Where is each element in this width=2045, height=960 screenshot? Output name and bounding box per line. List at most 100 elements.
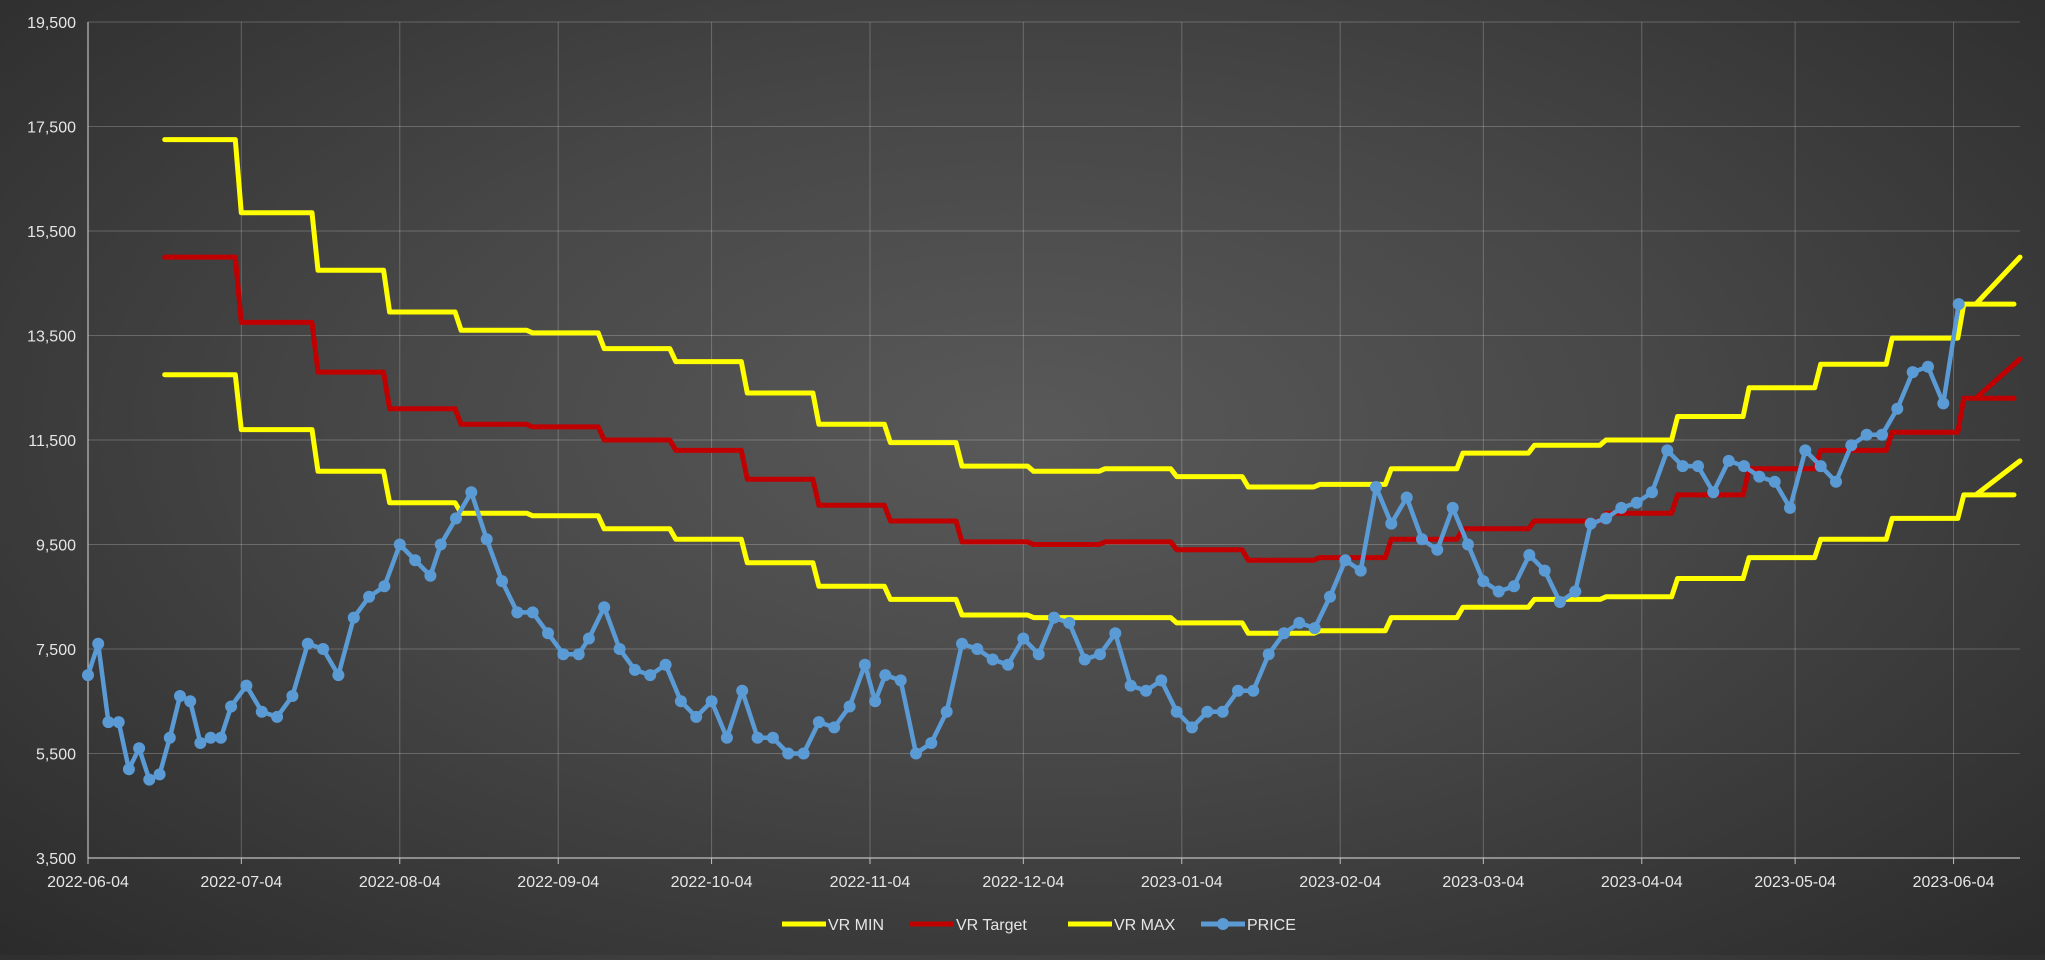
price-point (347, 611, 360, 624)
price-point (1554, 596, 1566, 608)
price-point (214, 731, 227, 744)
price-point (1354, 564, 1367, 577)
price-point (910, 747, 922, 760)
y-tick-label: 13,500 (27, 329, 76, 346)
price-point (782, 747, 795, 760)
price-point (613, 643, 626, 655)
price-point (1845, 439, 1858, 452)
price-point (956, 637, 968, 650)
legend-item: VR MIN (782, 917, 884, 934)
axes: 3,500 5,500 7,500 9,500 11,500 13,500 15,500 17… (27, 15, 2020, 891)
price-point (812, 716, 825, 729)
price-point (1891, 402, 1904, 415)
price-point (393, 538, 406, 551)
price-point (1630, 496, 1643, 509)
price-point (122, 763, 135, 776)
price-point (1416, 533, 1428, 546)
price-point (1385, 517, 1398, 530)
price-point (1109, 627, 1122, 640)
price-point (1661, 444, 1674, 457)
price-point (1431, 543, 1444, 556)
price-point (496, 575, 508, 588)
legend: VR MIN VR Target VR MAX PRICE (782, 917, 1296, 934)
x-tick-label: 2023-01-04 (1141, 874, 1223, 891)
x-tick-label: 2022-11-04 (830, 874, 911, 891)
price-point (1952, 298, 1965, 311)
x-tick-label: 2023-03-04 (1442, 874, 1524, 891)
price-point (1477, 575, 1490, 588)
price-point (598, 601, 611, 614)
price-point (82, 669, 94, 682)
price-point (674, 695, 687, 708)
price-point (1078, 653, 1091, 666)
price-point (174, 690, 186, 702)
price-point (1707, 486, 1720, 499)
price-point (1186, 721, 1198, 734)
x-tick-label: 2023-06-04 (1913, 874, 1995, 891)
price-point (184, 695, 197, 708)
y-tick-label: 15,500 (27, 224, 76, 241)
price-point (1646, 486, 1658, 499)
price-point (194, 737, 207, 749)
price-point (1124, 679, 1137, 692)
x-tick-label: 2023-05-04 (1754, 874, 1836, 891)
price-point (1400, 491, 1413, 504)
price-point (797, 747, 810, 760)
price-point (1446, 501, 1459, 514)
price-point (1922, 360, 1934, 373)
y-tick-label: 9,500 (36, 538, 76, 555)
price-point (1017, 632, 1030, 645)
price-point (869, 695, 882, 708)
price-point (986, 653, 999, 666)
price-point (465, 486, 478, 499)
x-tick-label: 2022-06-04 (47, 874, 129, 891)
price-point (1048, 611, 1060, 624)
price-point (582, 632, 595, 645)
price-point (720, 731, 733, 744)
y-tick-label: 5,500 (36, 747, 76, 764)
price-point (526, 606, 539, 619)
price-point (1508, 580, 1520, 593)
price-point (153, 768, 166, 781)
legend-label: PRICE (1247, 917, 1296, 934)
price-point (843, 700, 856, 713)
price-point (1768, 475, 1781, 488)
x-tick-label: 2023-02-04 (1299, 874, 1381, 891)
series-price (82, 298, 1965, 786)
price-point (1492, 585, 1505, 598)
price-point (1906, 366, 1919, 379)
price-point (1002, 658, 1014, 671)
price-point (572, 648, 585, 661)
price-point (828, 721, 841, 734)
price-point (1170, 705, 1183, 718)
price-point (378, 580, 391, 593)
legend-label: VR MAX (1114, 917, 1176, 934)
price-point (736, 684, 749, 697)
price-point (434, 538, 447, 551)
price-point (332, 669, 345, 682)
gridlines (87, 21, 2020, 859)
price-point (1784, 501, 1796, 514)
price-point (1278, 627, 1290, 640)
price-point (1569, 585, 1582, 598)
price-point (971, 643, 984, 655)
series-vr-max (162, 137, 2023, 490)
price-point (557, 648, 570, 661)
series-line (162, 254, 2023, 563)
price-point (1600, 512, 1612, 525)
x-tick-label: 2022-08-04 (359, 874, 441, 891)
price-point (511, 606, 524, 619)
legend-item: VR Target (910, 917, 1027, 934)
price-point (1538, 564, 1551, 577)
price-point (225, 700, 238, 713)
price-point (102, 716, 115, 729)
price-point (1032, 648, 1045, 661)
price-point (1753, 470, 1766, 483)
price-point (1247, 684, 1260, 697)
series-lines (82, 137, 2023, 786)
y-tick-label: 3,500 (36, 851, 76, 868)
price-point (450, 512, 462, 525)
price-point (751, 731, 764, 744)
price-point (705, 695, 718, 708)
price-point (1814, 460, 1827, 473)
